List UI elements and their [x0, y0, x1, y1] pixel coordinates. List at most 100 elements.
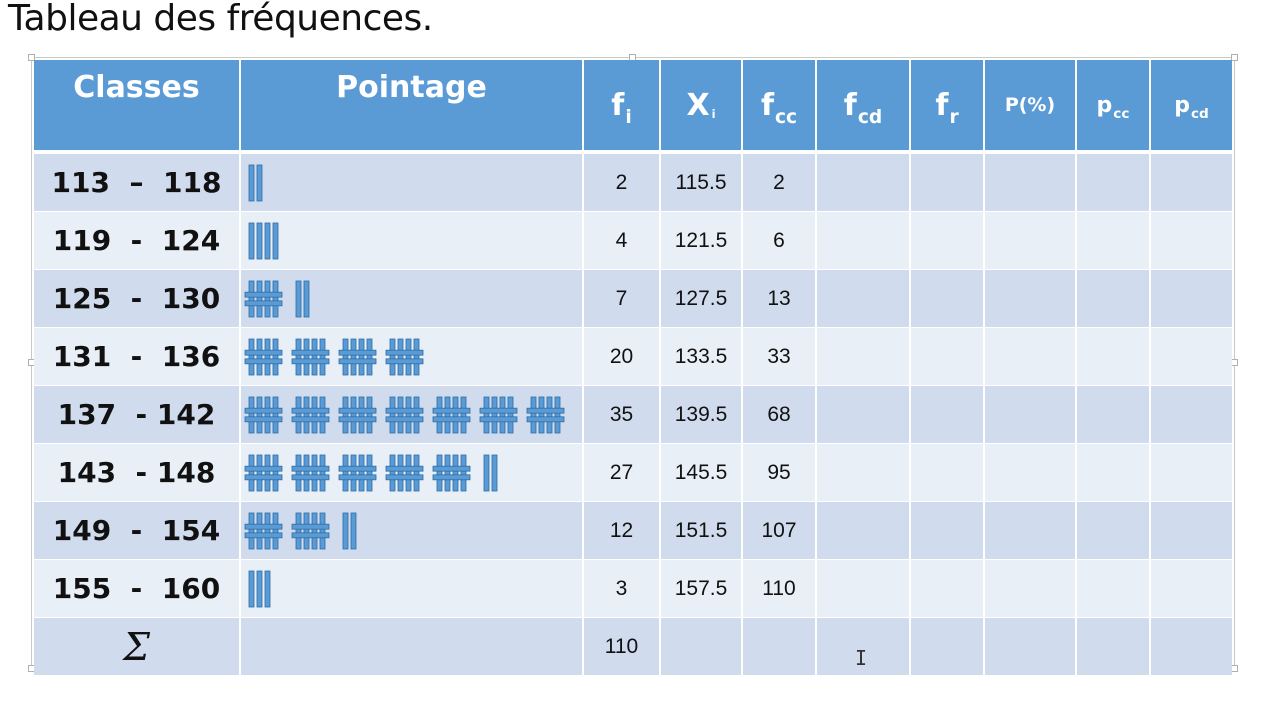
class-cell[interactable]: 143 - 148	[34, 443, 241, 502]
total-fcc-cell[interactable]	[742, 617, 817, 676]
p-cell[interactable]	[984, 559, 1077, 618]
pcc-cell[interactable]	[1076, 152, 1151, 212]
xi-cell[interactable]: 157.5	[660, 559, 743, 618]
class-cell[interactable]: 137 - 142	[34, 385, 241, 444]
pcd-cell[interactable]	[1150, 559, 1232, 618]
p-cell[interactable]	[984, 327, 1077, 386]
fi-cell[interactable]: 4	[583, 211, 661, 270]
tally-cell[interactable]	[240, 501, 584, 560]
tally-cell[interactable]	[240, 269, 584, 328]
fr-cell[interactable]	[910, 269, 985, 328]
total-pcc-cell[interactable]	[1076, 617, 1151, 676]
fi-cell[interactable]: 27	[583, 443, 661, 502]
pcd-cell[interactable]	[1150, 385, 1232, 444]
fcd-cell[interactable]	[816, 211, 911, 270]
header-pointage[interactable]: Pointage	[240, 60, 584, 154]
pcd-cell[interactable]	[1150, 269, 1232, 328]
header-fcd[interactable]: fcd	[816, 60, 911, 154]
pcc-cell[interactable]	[1076, 269, 1151, 328]
p-cell[interactable]	[984, 211, 1077, 270]
total-fi-cell[interactable]: 110	[583, 617, 661, 676]
resize-handle-tl[interactable]	[28, 54, 35, 61]
fcc-cell[interactable]: 107	[742, 501, 817, 560]
fr-cell[interactable]	[910, 559, 985, 618]
pcd-cell[interactable]	[1150, 211, 1232, 270]
tally-cell[interactable]	[240, 327, 584, 386]
fr-cell[interactable]	[910, 327, 985, 386]
pcd-cell[interactable]	[1150, 443, 1232, 502]
total-p-cell[interactable]	[984, 617, 1077, 676]
fcd-cell[interactable]	[816, 327, 911, 386]
pcd-cell[interactable]	[1150, 327, 1232, 386]
fcd-cell[interactable]	[816, 269, 911, 328]
fcc-cell[interactable]: 68	[742, 385, 817, 444]
class-cell[interactable]: 119 - 124	[34, 211, 241, 270]
tally-cell[interactable]	[240, 152, 584, 212]
xi-cell[interactable]: 139.5	[660, 385, 743, 444]
class-cell[interactable]: 149 - 154	[34, 501, 241, 560]
fi-cell[interactable]: 20	[583, 327, 661, 386]
pcd-cell[interactable]	[1150, 501, 1232, 560]
header-fi[interactable]: fi	[583, 60, 661, 154]
xi-cell[interactable]: 133.5	[660, 327, 743, 386]
total-fr-cell[interactable]	[910, 617, 985, 676]
xi-cell[interactable]: 151.5	[660, 501, 743, 560]
class-cell[interactable]: 131 - 136	[34, 327, 241, 386]
header-fr[interactable]: fr	[910, 60, 985, 154]
xi-cell[interactable]: 115.5	[660, 152, 743, 212]
p-cell[interactable]	[984, 385, 1077, 444]
fr-cell[interactable]	[910, 211, 985, 270]
fi-cell[interactable]: 7	[583, 269, 661, 328]
fi-cell[interactable]: 35	[583, 385, 661, 444]
p-cell[interactable]	[984, 269, 1077, 328]
fcc-cell[interactable]: 6	[742, 211, 817, 270]
pcc-cell[interactable]	[1076, 501, 1151, 560]
total-xi-cell[interactable]	[660, 617, 743, 676]
fcc-cell[interactable]: 95	[742, 443, 817, 502]
class-cell[interactable]: 155 - 160	[34, 559, 241, 618]
resize-handle-br[interactable]	[1231, 665, 1238, 672]
header-classes[interactable]: Classes	[34, 60, 241, 154]
pcc-cell[interactable]	[1076, 327, 1151, 386]
header-p[interactable]: P(%)	[984, 60, 1077, 154]
p-cell[interactable]	[984, 152, 1077, 212]
tally-cell[interactable]	[240, 211, 584, 270]
fi-cell[interactable]: 2	[583, 152, 661, 212]
pcc-cell[interactable]	[1076, 443, 1151, 502]
total-pcd-cell[interactable]	[1150, 617, 1232, 676]
fcc-cell[interactable]: 110	[742, 559, 817, 618]
fcd-cell[interactable]	[816, 559, 911, 618]
p-cell[interactable]	[984, 501, 1077, 560]
class-cell[interactable]: 113 – 118	[34, 152, 241, 212]
fcc-cell[interactable]: 2	[742, 152, 817, 212]
pcc-cell[interactable]	[1076, 385, 1151, 444]
header-pcc[interactable]: pcc	[1076, 60, 1151, 154]
p-cell[interactable]	[984, 443, 1077, 502]
fr-cell[interactable]	[910, 443, 985, 502]
xi-cell[interactable]: 127.5	[660, 269, 743, 328]
fi-cell[interactable]: 3	[583, 559, 661, 618]
pcc-cell[interactable]	[1076, 211, 1151, 270]
fr-cell[interactable]	[910, 152, 985, 212]
pcc-cell[interactable]	[1076, 559, 1151, 618]
class-cell[interactable]: 125 - 130	[34, 269, 241, 328]
xi-cell[interactable]: 121.5	[660, 211, 743, 270]
fcd-cell[interactable]	[816, 385, 911, 444]
tally-cell[interactable]	[240, 385, 584, 444]
fcd-cell[interactable]	[816, 443, 911, 502]
fcd-cell[interactable]	[816, 152, 911, 212]
resize-handle-tr[interactable]	[1231, 54, 1238, 61]
tally-cell[interactable]	[240, 559, 584, 618]
fi-cell[interactable]: 12	[583, 501, 661, 560]
header-fcc[interactable]: fcc	[742, 60, 817, 154]
fcc-cell[interactable]: 13	[742, 269, 817, 328]
total-fcd-cell[interactable]	[816, 617, 911, 676]
fr-cell[interactable]	[910, 501, 985, 560]
fcc-cell[interactable]: 33	[742, 327, 817, 386]
xi-cell[interactable]: 145.5	[660, 443, 743, 502]
fr-cell[interactable]	[910, 385, 985, 444]
resize-handle-mr[interactable]	[1231, 359, 1238, 366]
header-pcd[interactable]: pcd	[1150, 60, 1232, 154]
tally-cell[interactable]	[240, 443, 584, 502]
